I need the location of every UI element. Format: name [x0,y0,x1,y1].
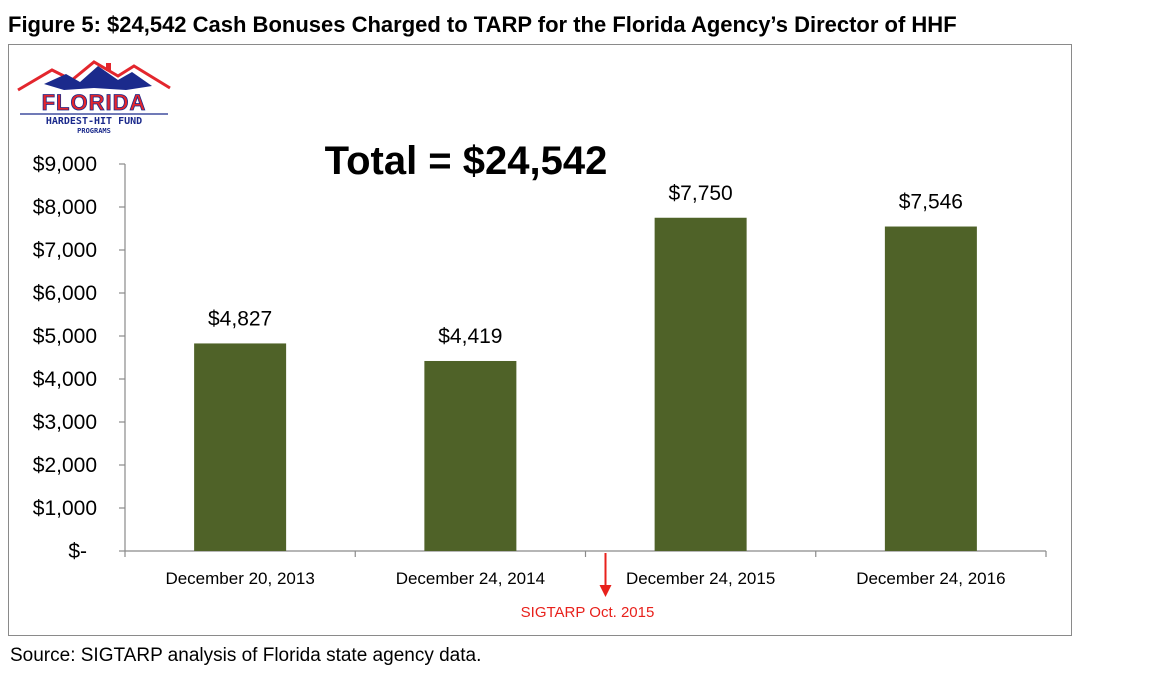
data-label: $7,546 [899,191,963,214]
data-label: $4,419 [438,325,502,348]
y-tick-label: $2,000 [33,454,97,477]
y-tick-label: $4,000 [33,368,97,391]
y-axis: $- $1,000 $2,000 $3,000 $4,000 $5,000 $6,000 $7… [33,153,126,563]
total-annotation: Total = $24,542 [325,139,608,183]
bars: $4,827 $4,419 $7,750 $7,546 [194,182,977,551]
sigtarp-marker: SIGTARP Oct. 2015 [521,553,655,621]
chart-frame [8,44,1072,636]
bar [424,360,517,551]
x-axis: December 20, 2013 December 24, 2014 Decemb… [124,550,1047,588]
bar [194,343,287,551]
logo-roof-fill [44,66,152,90]
marker-label: SIGTARP Oct. 2015 [521,604,655,621]
data-label: $7,750 [669,182,733,205]
x-tick-label: December 24, 2016 [856,569,1005,588]
logo-chimney [106,63,111,71]
y-tick-label: $9,000 [33,153,97,176]
y-tick-label: $8,000 [33,196,97,219]
x-tick-label: December 24, 2014 [396,569,545,588]
logo-name: FLORIDA [42,90,147,115]
y-tick-label: $- [68,540,87,563]
figure-title: Figure 5: $24,542 Cash Bonuses Charged t… [8,12,957,37]
source-note: Source: SIGTARP analysis of Florida stat… [10,645,482,666]
x-tick-label: December 24, 2015 [626,569,775,588]
x-tick-label: December 20, 2013 [165,569,314,588]
logo-line2: PROGRAMS [77,127,111,135]
bar [654,217,747,551]
logo-line1: HARDEST-HIT FUND [46,116,142,127]
bar [884,226,977,551]
y-tick-label: $6,000 [33,282,97,305]
marker-arrow-head [599,585,612,597]
y-tick-label: $3,000 [33,411,97,434]
y-tick-label: $7,000 [33,239,97,262]
data-label: $4,827 [208,307,272,330]
y-tick-label: $5,000 [33,325,97,348]
florida-hhf-logo: FLORIDA HARDEST-HIT FUND PROGRAMS [17,60,171,135]
y-tick-label: $1,000 [33,497,97,520]
logo-house-outline [17,60,171,92]
